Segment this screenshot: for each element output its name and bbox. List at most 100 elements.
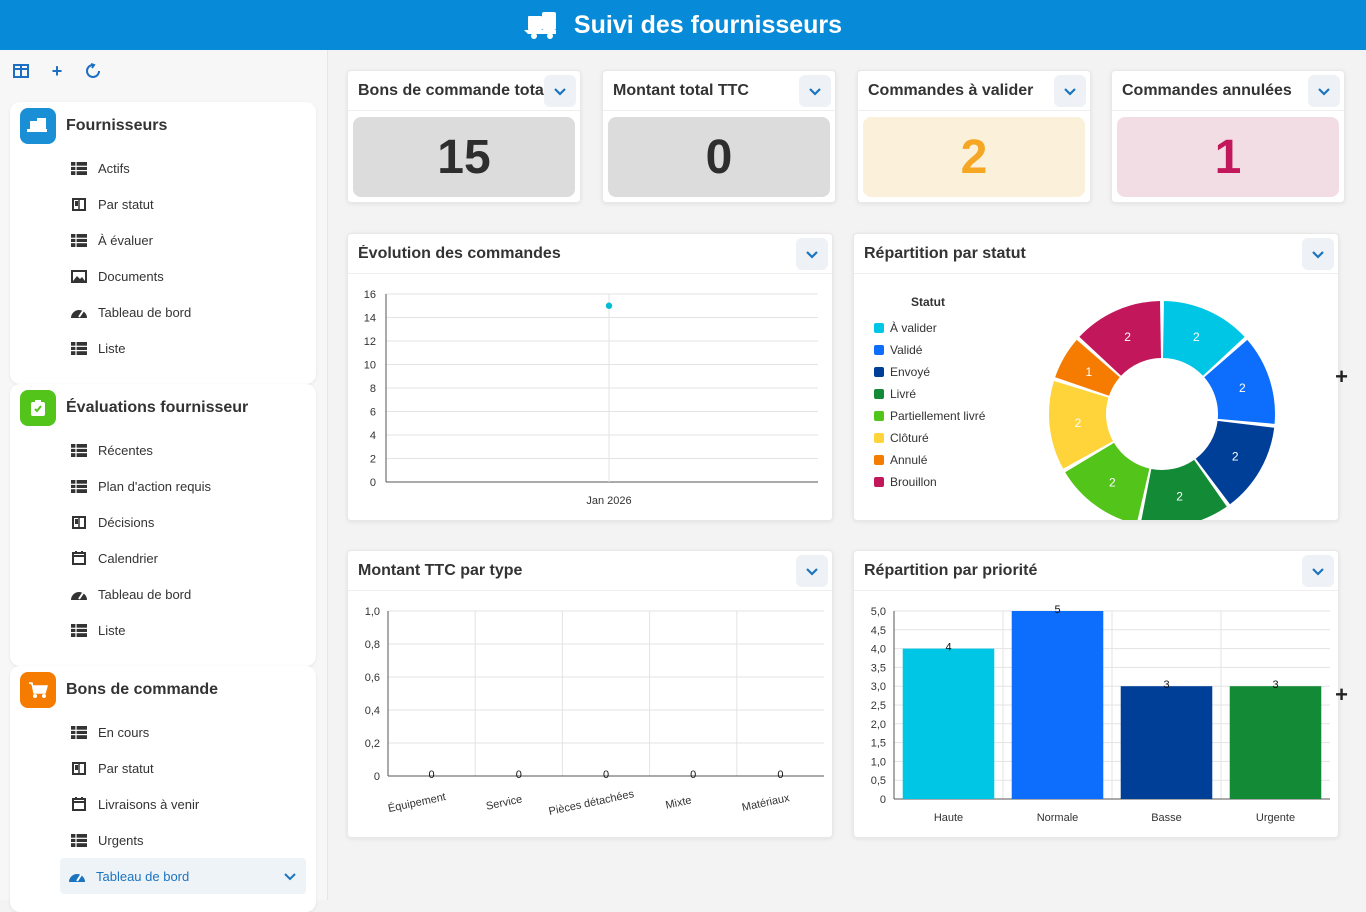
sidebar-group-header[interactable]: Fournisseurs	[10, 102, 316, 150]
chevron-down-icon[interactable]	[1302, 238, 1334, 270]
app-title: Suivi des fournisseurs	[573, 10, 843, 39]
y-tick-label: 0	[374, 771, 380, 783]
y-tick-label: 10	[364, 360, 376, 372]
slice-label: 2	[1193, 330, 1200, 344]
chevron-down-icon[interactable]	[796, 238, 828, 270]
sidebar-item[interactable]: Urgents	[10, 822, 316, 858]
y-tick-label: 1,0	[365, 606, 380, 618]
sidebar-group-header[interactable]: Évaluations fournisseur	[10, 384, 316, 432]
x-tick-label: Haute	[934, 812, 963, 824]
sidebar-item[interactable]: Par statut	[10, 186, 316, 222]
y-tick-label: 8	[370, 383, 376, 395]
legend-label: À valider	[890, 320, 937, 335]
x-tick-label: Jan 2026	[586, 495, 631, 507]
chevron-down-icon[interactable]	[544, 75, 576, 107]
kanban-icon	[70, 761, 88, 775]
sidebar-item[interactable]: Liste	[10, 330, 316, 366]
chevron-down-icon[interactable]	[284, 869, 296, 884]
sidebar-item[interactable]: Tableau de bord	[10, 576, 316, 612]
truck-logo-icon	[523, 12, 556, 39]
data-label: 4	[945, 642, 951, 654]
x-tick-label: Basse	[1151, 812, 1182, 824]
slice-label: 2	[1124, 330, 1131, 344]
data-label: 0	[777, 769, 783, 781]
sidebar-item[interactable]: Actifs	[10, 150, 316, 186]
refresh-icon[interactable]	[84, 62, 102, 80]
kpi-title: Commandes annulées	[1122, 81, 1292, 99]
chevron-down-icon[interactable]	[1054, 75, 1086, 107]
y-tick-label: 0	[370, 477, 376, 489]
table-icon	[70, 443, 88, 457]
legend-swatch	[874, 455, 884, 465]
sidebar-group-title: Bons de commande	[66, 681, 219, 698]
sidebar-item[interactable]: Par statut	[10, 750, 316, 786]
montant-card: Montant TTC par type 0 0,2 0,4 0,6 0,8 1,0 0 Éq…	[347, 550, 833, 838]
sidebar-group: Évaluations fournisseur Récentes Plan d'ac…	[10, 384, 316, 666]
sidebar-item[interactable]: Livraisons à venir	[10, 786, 316, 822]
y-tick-label: 2,0	[871, 719, 886, 731]
chevron-down-icon[interactable]	[796, 555, 828, 587]
sidebar-item[interactable]: Décisions	[10, 504, 316, 540]
data-label: 0	[603, 769, 609, 781]
sidebar-item[interactable]: Récentes	[10, 432, 316, 468]
y-tick-label: 3,0	[871, 681, 886, 693]
add-icon[interactable]: +	[51, 60, 63, 81]
layout-toggle-icon[interactable]	[12, 62, 30, 80]
y-tick-label: 4	[370, 430, 376, 442]
kpi-card-montant: Montant total TTC 0	[602, 70, 836, 203]
chevron-down-icon[interactable]	[1302, 555, 1334, 587]
y-tick-label: 0,5	[871, 775, 886, 787]
donut-slice	[1140, 459, 1227, 527]
y-tick-label: 6	[370, 407, 376, 419]
kpi-card-annulees: Commandes annulées 1	[1111, 70, 1345, 203]
chevron-down-icon[interactable]	[799, 75, 831, 107]
y-tick-label: 16	[364, 289, 376, 301]
statut-chart: Statut À valider Validé Envoyé Livré Partiell…	[874, 295, 1275, 527]
sidebar-item[interactable]: Documents	[10, 258, 316, 294]
slice-label: 2	[1232, 449, 1239, 463]
legend-label: Annulé	[890, 453, 928, 467]
sidebar-item[interactable]: En cours	[10, 714, 316, 750]
sidebar-item[interactable]: Tableau de bord	[10, 294, 316, 330]
add-widget-button[interactable]: +	[1335, 682, 1348, 707]
sidebar-item-label: Livraisons à venir	[98, 796, 200, 812]
sidebar-group: Bons de commande En cours Par statut Livrai…	[10, 666, 316, 912]
gauge-icon	[70, 305, 88, 319]
calendar-icon	[70, 551, 88, 565]
sidebar-group-title: Évaluations fournisseur	[66, 399, 249, 416]
card-title: Montant TTC par type	[358, 561, 523, 579]
x-tick-label: Équipement	[387, 790, 447, 815]
y-tick-label: 0,4	[365, 705, 380, 717]
sidebar-item[interactable]: Plan d'action requis	[10, 468, 316, 504]
y-tick-label: 4,5	[871, 625, 886, 637]
table-icon	[70, 833, 88, 847]
sidebar-item-label: Par statut	[98, 760, 154, 776]
sidebar-item[interactable]: Liste	[10, 612, 316, 648]
sidebar-item-label: Liste	[98, 622, 126, 638]
sidebar-group-header[interactable]: Bons de commande	[10, 666, 316, 714]
add-widget-button[interactable]: +	[1335, 364, 1348, 389]
sidebar-item[interactable]: À évaluer	[10, 222, 316, 258]
donut-slice	[1079, 301, 1162, 376]
bar	[1120, 686, 1213, 799]
donut-slice	[1195, 420, 1275, 505]
kpi-title: Montant total TTC	[613, 81, 749, 99]
sidebar-item[interactable]: Tableau de bord	[60, 858, 306, 894]
legend-swatch	[874, 389, 884, 399]
sidebar-item-label: Liste	[98, 340, 126, 356]
x-tick-label: Mixte	[664, 794, 692, 811]
sidebar-item-label: Tableau de bord	[98, 304, 192, 320]
image-icon	[70, 269, 88, 283]
sidebar-item-label: À évaluer	[98, 232, 153, 248]
sidebar: + Fournisseurs Actifs Par statut À évaluer D…	[0, 50, 328, 912]
chevron-down-icon[interactable]	[1308, 75, 1340, 107]
kpi-value: 2	[863, 117, 1085, 197]
legend-label: Clôturé	[890, 431, 929, 445]
montant-chart: 0 0,2 0,4 0,6 0,8 1,0 0 Équipement 0 Service 0 Pièc…	[365, 606, 824, 818]
data-label: 3	[1272, 679, 1278, 691]
sidebar-item[interactable]: Calendrier	[10, 540, 316, 576]
donut-slice	[1162, 301, 1245, 376]
sidebar-item-label: Urgents	[98, 832, 144, 848]
slice-label: 2	[1239, 381, 1246, 395]
kpi-title: Bons de commande totaux	[358, 81, 548, 99]
